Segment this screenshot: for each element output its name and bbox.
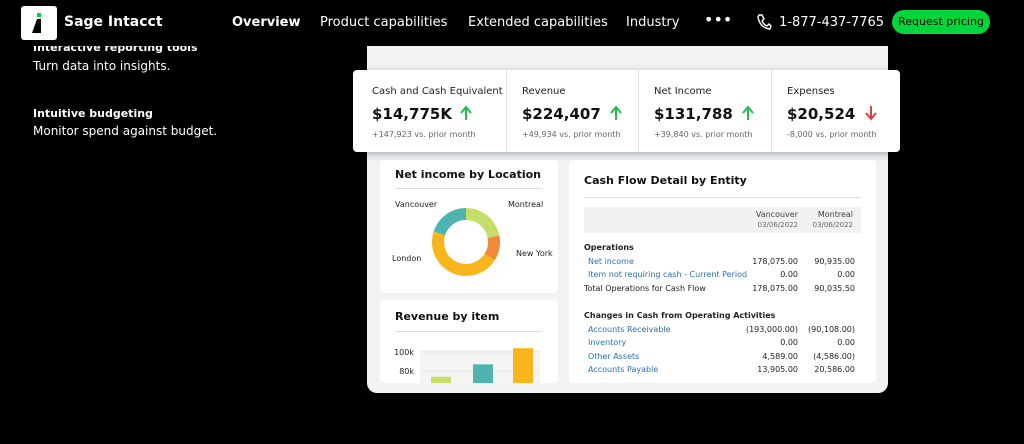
cell: 178,075.00 — [752, 283, 798, 293]
cell: (4,586.00) — [813, 351, 855, 361]
kpi-value: $131,788 — [654, 105, 733, 123]
nav-bar — [0, 0, 1024, 46]
kpi-delta: -8,000 vs. prior month — [787, 130, 877, 139]
kpi-value: $14,775K — [372, 105, 452, 123]
donut-slice — [433, 208, 466, 236]
kpi-card — [353, 70, 900, 152]
cell: (193,000.00) — [745, 324, 798, 334]
feature-text: Monitor spend against budget. — [33, 124, 218, 138]
donut-slice — [431, 231, 495, 277]
row-link[interactable]: Inventory — [588, 338, 627, 347]
phone-icon — [756, 13, 772, 31]
kpi-value: $224,407 — [522, 105, 601, 123]
nav-item[interactable]: Extended capabilities — [468, 15, 608, 30]
row-link[interactable]: Item not requiring cash - Current Period — [588, 270, 748, 279]
cell: 0.00 — [837, 270, 855, 279]
bar — [431, 376, 451, 383]
cashflow-title: Cash Flow Detail by Entity — [584, 174, 747, 187]
col-name: Vancouver — [755, 210, 798, 219]
table-header — [584, 207, 861, 233]
cell: 20,586.00 — [814, 365, 855, 374]
logo-icon — [32, 13, 41, 33]
donut-label: London — [392, 254, 421, 263]
kpi-label: Cash and Cash Equivalent — [372, 86, 503, 97]
kpi-value: $20,524 — [787, 105, 856, 123]
donut-label: Montreal — [508, 200, 543, 209]
kpi-trend — [609, 105, 623, 121]
col-name: Montreal — [817, 210, 853, 219]
phone-glyph — [757, 14, 772, 30]
cell: (90,108.00) — [808, 324, 855, 334]
bar — [513, 348, 533, 383]
nav-item[interactable]: Industry — [626, 15, 680, 30]
revenue-chart: 100k 80k — [394, 348, 540, 383]
kpi-delta: +147,923 vs. prior month — [372, 130, 476, 139]
bar — [473, 364, 493, 383]
cell: 0.00 — [837, 338, 855, 347]
cell: 4,589.00 — [762, 351, 798, 361]
donut-slice — [484, 235, 501, 261]
donut-title: Net income by Location — [395, 168, 541, 181]
feature-text: Turn data into insights. — [33, 59, 171, 73]
row-link[interactable]: Other Assets — [588, 351, 640, 361]
cell: 90,035.50 — [814, 283, 855, 293]
kpi-trend — [459, 105, 473, 121]
cta-button[interactable]: Request pricing — [892, 10, 990, 34]
row-label: Total Operations for Cash Flow — [584, 283, 706, 293]
kpi-divider — [638, 70, 639, 152]
revenue-title: Revenue by item — [395, 310, 500, 323]
kpi-divider — [771, 70, 772, 152]
divider — [395, 188, 543, 189]
row-link[interactable]: Accounts Receivable — [588, 324, 671, 334]
kpi-delta: +39,840 vs. prior month — [654, 130, 753, 139]
phone[interactable]: 1-877-437-7765 — [779, 15, 885, 30]
kpi-delta: +49,934 vs. prior month — [522, 130, 621, 139]
cell: 178,075.00 — [752, 256, 798, 266]
row-link[interactable]: Accounts Payable — [588, 365, 659, 374]
y-tick-label: 100k — [394, 348, 414, 357]
kpi-trend — [864, 105, 878, 121]
donut-chart: Montreal New York London Vancouver — [392, 200, 553, 277]
trend-arrow — [865, 106, 877, 121]
divider — [584, 197, 861, 198]
feature-title: Intuitive budgeting — [33, 107, 153, 120]
kpi-label: Expenses — [787, 86, 835, 97]
col-date: 03/06/2022 — [812, 221, 853, 229]
kpi-label: Net Income — [654, 86, 712, 97]
donut-label: Vancouver — [395, 200, 438, 209]
divider — [395, 331, 543, 332]
row-link[interactable]: Net income — [588, 256, 634, 266]
trend-arrow — [610, 105, 622, 120]
nav-item[interactable]: Product capabilities — [320, 15, 448, 30]
more[interactable]: ••• — [704, 10, 733, 29]
cell: 90,935.00 — [814, 256, 855, 266]
kpi-divider — [506, 70, 507, 152]
section-title: Changes in Cash from Operating Activitie… — [584, 311, 776, 320]
kpi-label: Revenue — [522, 86, 566, 97]
cell: 13,905.00 — [757, 365, 798, 374]
donut-slice — [466, 208, 500, 238]
section-title: Operations — [584, 243, 634, 252]
y-tick-label: 80k — [399, 367, 414, 376]
brand: Sage Intacct — [64, 14, 163, 30]
trend-arrow — [460, 105, 472, 120]
col-date: 03/06/2022 — [757, 221, 798, 229]
kpi-trend — [741, 105, 755, 121]
cell: 0.00 — [780, 338, 798, 347]
donut-label: New York — [516, 249, 553, 258]
logo — [21, 6, 57, 40]
nav-item[interactable]: Overview — [232, 15, 301, 30]
trend-arrow — [742, 105, 754, 120]
cell: 0.00 — [780, 270, 798, 279]
